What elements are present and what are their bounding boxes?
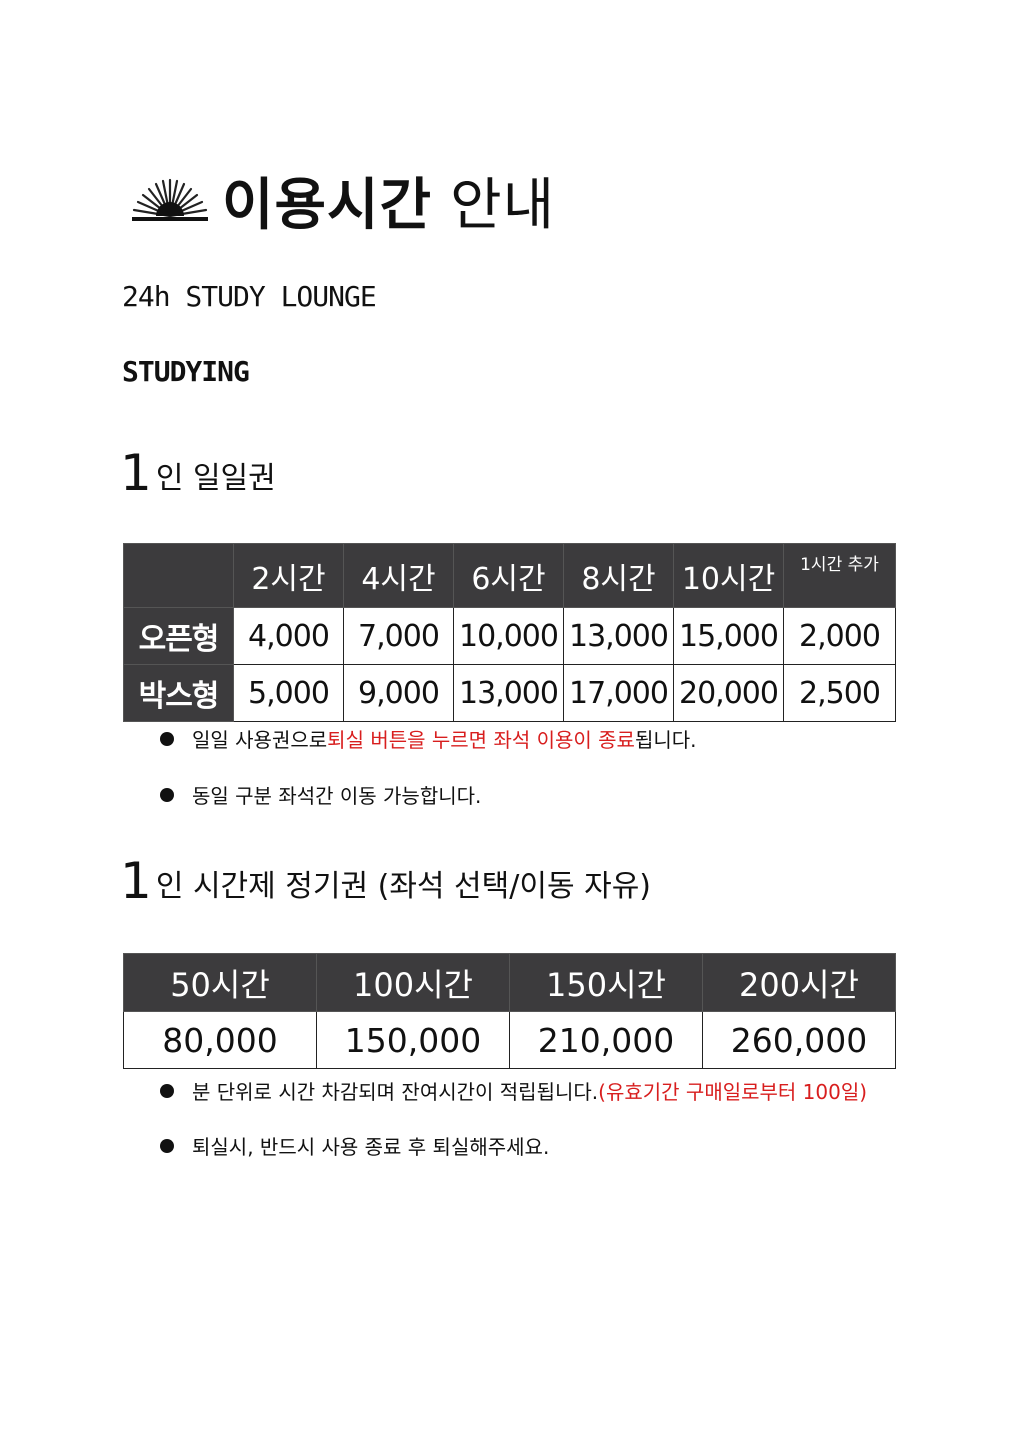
column-header: 4시간 [343,543,454,608]
price-cell: 20,000 [673,664,784,722]
section-pass-title: 인 시간제 정기권 (좌석 선택/이동 자유) [155,869,652,904]
column-header: 100시간 [316,953,510,1012]
bullet-icon [160,1138,174,1153]
list-item: 분 단위로 시간 차감되며 잔여시간이 적립됩니다. (유효기간 구매일로부터 … [160,1076,867,1105]
column-header: 10시간 [673,543,784,608]
title-light: 안내 [450,172,556,238]
section-daily-title: 인 일일권 [155,461,276,496]
price-cell: 150,000 [316,1011,510,1069]
table-row: 80,000 150,000 210,000 260,000 [123,1011,896,1069]
price-cell: 13,000 [563,607,674,665]
note-text: 동일 구분 좌석간 이동 가능합니다. [192,784,482,808]
price-cell: 7,000 [343,607,454,665]
price-cell: 5,000 [233,664,344,722]
table-header-row: 2시간 4시간 6시간 8시간 10시간 1시간 추가 [123,543,896,608]
note-text: 분 단위로 시간 차감되며 잔여시간이 적립됩니다. [192,1080,599,1104]
column-header: 150시간 [509,953,703,1012]
subtitle-brand: STUDYING [122,355,250,388]
column-header: 8시간 [563,543,674,608]
price-cell: 210,000 [509,1011,703,1069]
daily-price-table: 2시간 4시간 6시간 8시간 10시간 1시간 추가 오픈형 4,000 7,… [123,543,896,722]
subtitle-lounge: 24h STUDY LOUNGE [122,280,377,313]
row-label-box: 박스형 [123,664,234,722]
column-header-extra-hour: 1시간 추가 [783,543,896,608]
price-cell: 2,000 [783,607,896,665]
title-bold: 이용시간 [222,172,433,238]
note-highlight: 퇴실 버튼을 누르면 좌석 이용이 종료 [327,728,635,752]
page-header: 이용시간 안내 [130,160,555,240]
column-header: 50시간 [123,953,317,1012]
price-cell: 17,000 [563,664,674,722]
note-text: 퇴실시, 반드시 사용 종료 후 퇴실해주세요. [192,1135,550,1159]
note-highlight: (유효기간 구매일로부터 100일) [598,1080,868,1104]
note-text-end: 됩니다. [634,728,697,752]
price-cell: 9,000 [343,664,454,722]
rising-sun-icon [132,178,208,221]
section-daily-number: 1 [120,444,152,502]
list-item: 일일 사용권으로 퇴실 버튼을 누르면 좌석 이용이 종료 됩니다. [160,724,697,753]
column-header: 6시간 [453,543,564,608]
time-pass-table: 50시간 100시간 150시간 200시간 80,000 150,000 21… [123,953,896,1069]
price-cell: 15,000 [673,607,784,665]
row-label-open: 오픈형 [123,607,234,665]
table-corner-cell [123,543,234,608]
bullet-icon [160,731,174,746]
bullet-icon [160,1083,174,1098]
list-item: 퇴실시, 반드시 사용 종료 후 퇴실해주세요. [160,1131,549,1160]
table-row: 박스형 5,000 9,000 13,000 17,000 20,000 2,5… [123,664,896,722]
section-pass-number: 1 [120,852,152,910]
table-header-row: 50시간 100시간 150시간 200시간 [123,953,896,1012]
page-title: 이용시간 안내 [222,160,555,241]
section-pass-heading: 1 인 시간제 정기권 (좌석 선택/이동 자유) [120,856,651,906]
column-header: 2시간 [233,543,344,608]
table-row: 오픈형 4,000 7,000 10,000 13,000 15,000 2,0… [123,607,896,665]
list-item: 동일 구분 좌석간 이동 가능합니다. [160,780,481,809]
column-header: 200시간 [702,953,896,1012]
price-cell: 13,000 [453,664,564,722]
price-cell: 260,000 [702,1011,896,1069]
section-daily-heading: 1 인 일일권 [120,448,276,498]
price-cell: 10,000 [453,607,564,665]
price-cell: 80,000 [123,1011,317,1069]
bullet-icon [160,787,174,802]
price-cell: 2,500 [783,664,896,722]
note-text: 일일 사용권으로 [192,728,328,752]
price-cell: 4,000 [233,607,344,665]
